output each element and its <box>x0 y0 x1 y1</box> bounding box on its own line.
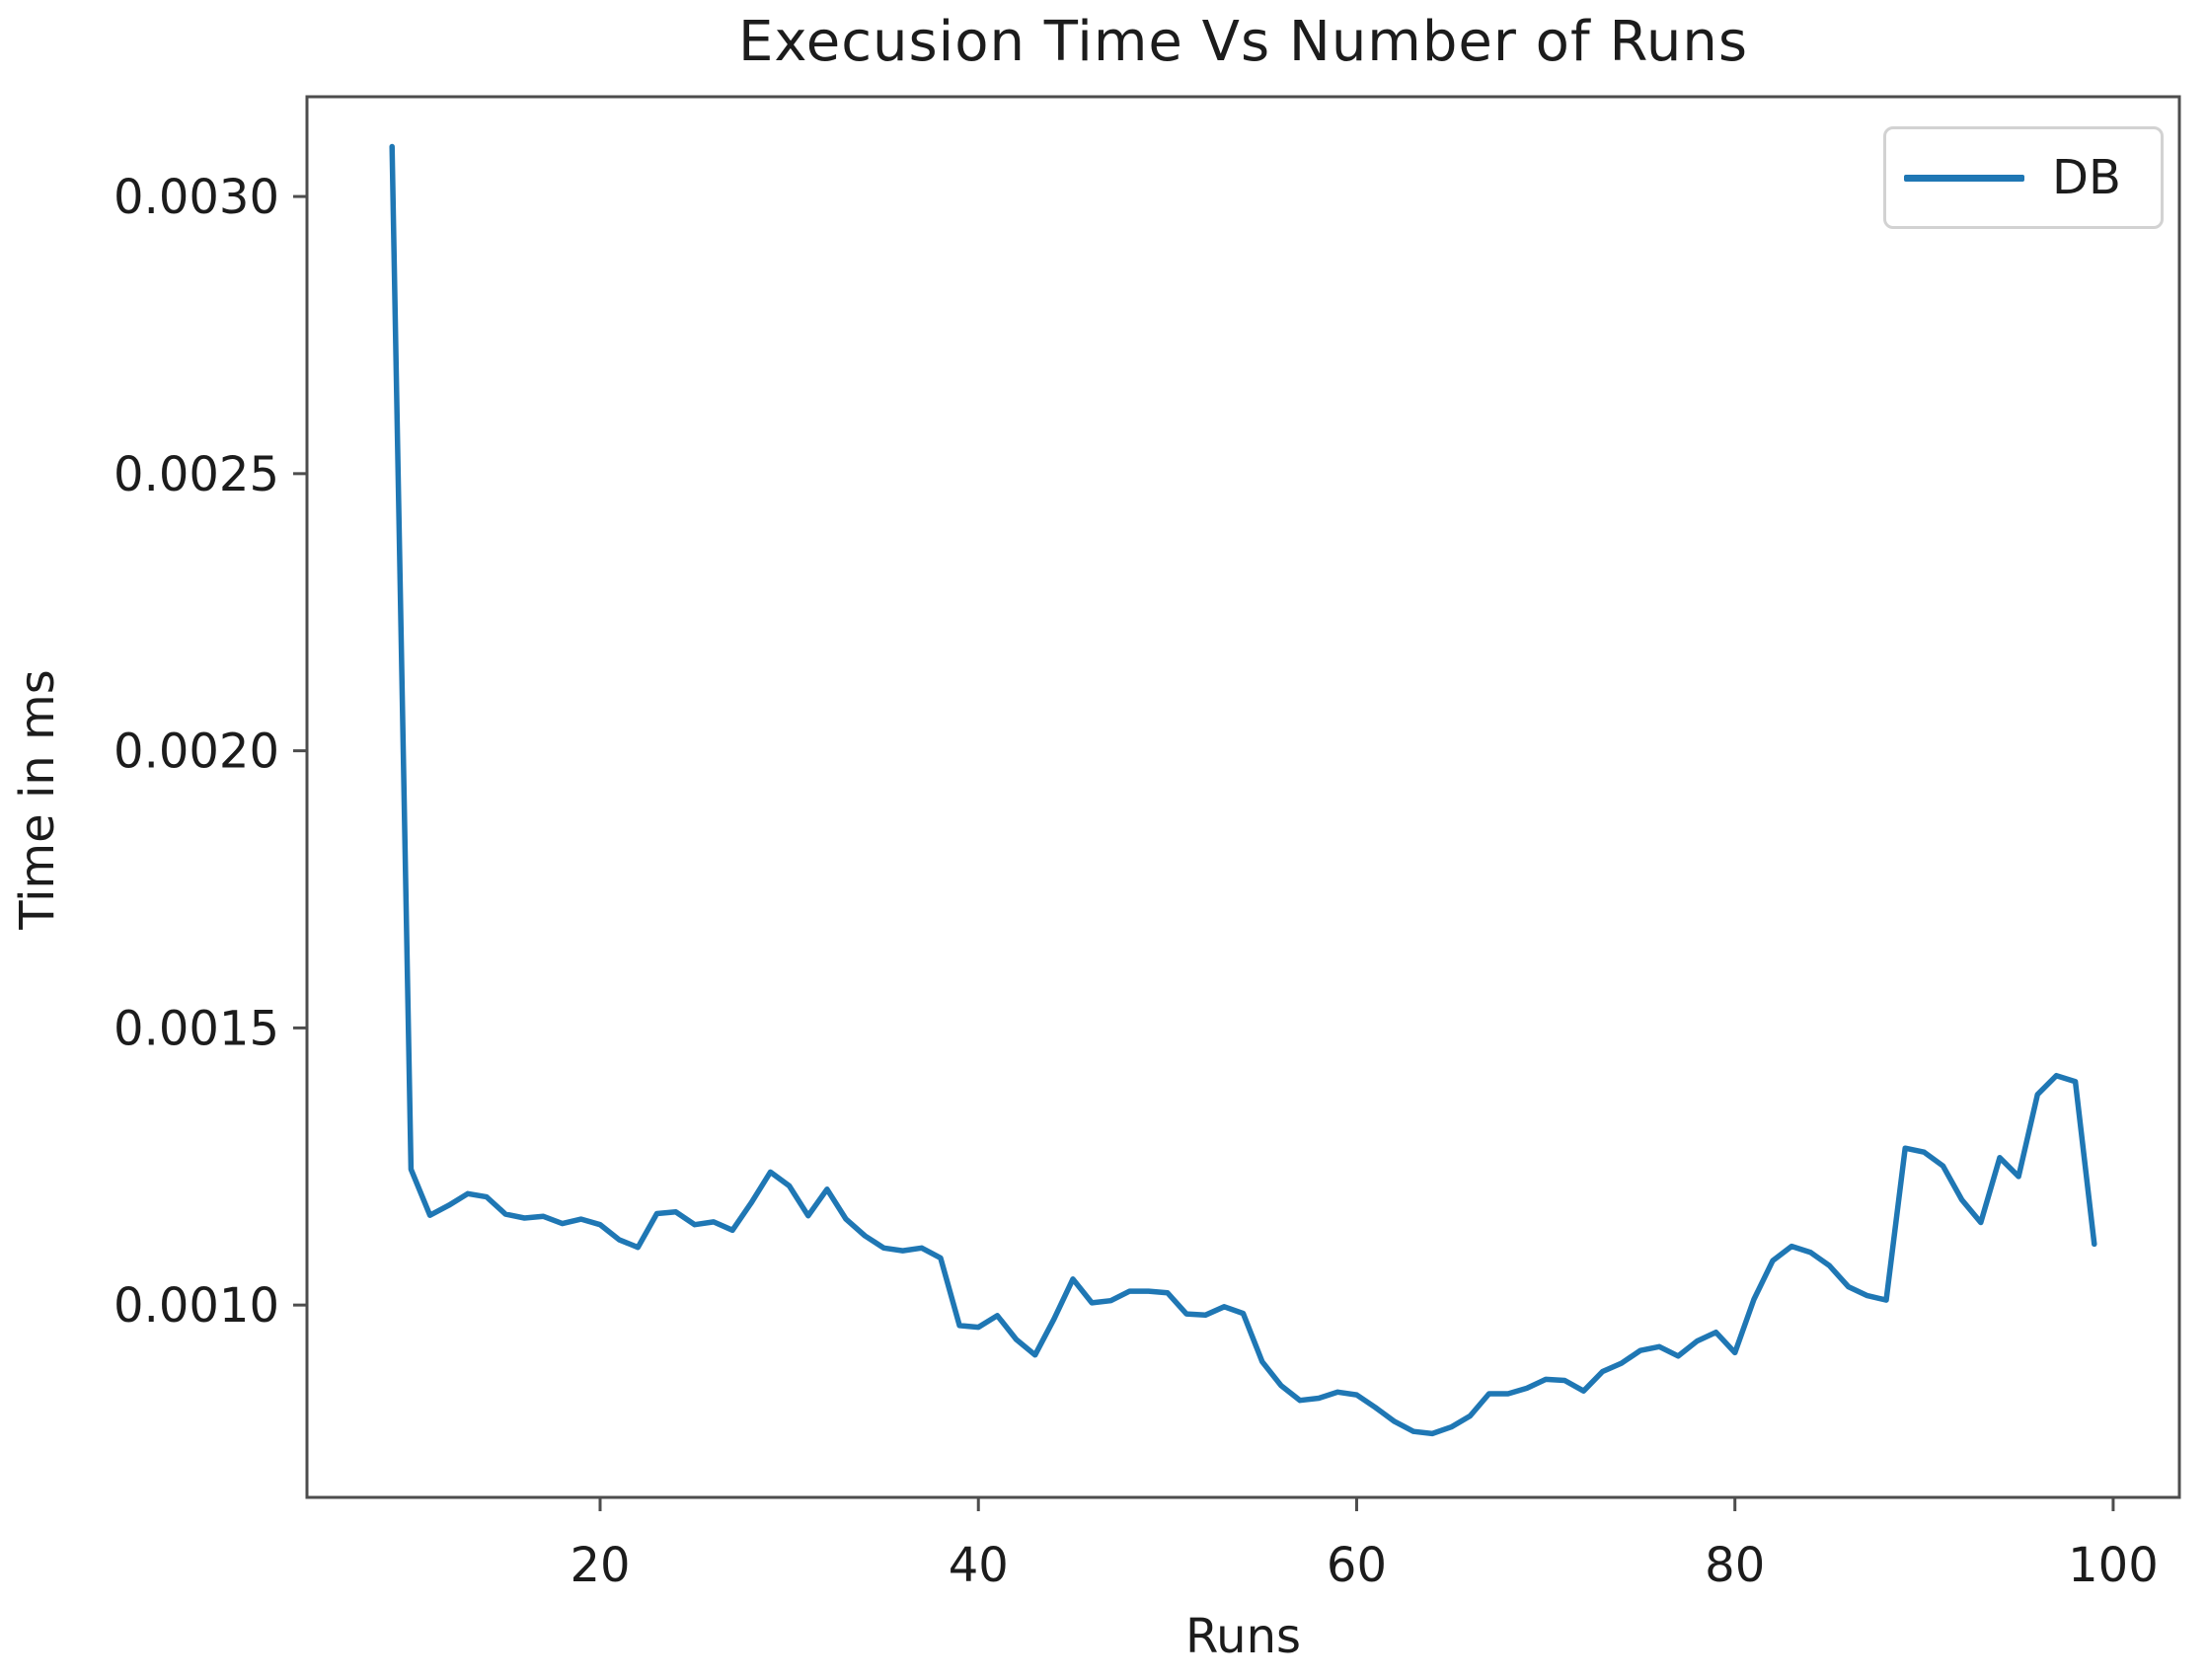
x-tick-label: 80 <box>1705 1538 1765 1593</box>
chart-title: Execusion Time Vs Number of Runs <box>737 10 1749 74</box>
x-tick-label: 40 <box>949 1538 1009 1593</box>
y-tick-label: 0.0015 <box>114 1001 279 1056</box>
x-tick-label: 60 <box>1327 1538 1387 1593</box>
plot-border <box>305 95 2181 1499</box>
y-tick-label: 0.0020 <box>114 725 279 780</box>
x-tick-label: 100 <box>2068 1538 2159 1593</box>
y-tick-label: 0.0025 <box>114 447 279 502</box>
x-tick-label: 20 <box>570 1538 630 1593</box>
data-line <box>389 143 2097 1437</box>
x-axis-label: Runs <box>1184 1609 1302 1664</box>
legend: DB <box>1883 126 2164 229</box>
y-tick-label: 0.0030 <box>114 170 279 225</box>
legend-line-sample-icon <box>1904 174 2024 182</box>
legend-label: DB <box>2052 150 2121 205</box>
y-tick-label: 0.0010 <box>114 1278 279 1334</box>
